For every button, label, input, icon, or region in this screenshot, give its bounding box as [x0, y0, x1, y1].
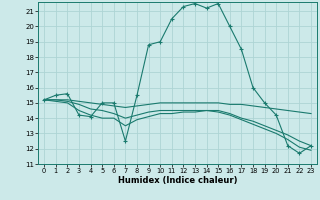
X-axis label: Humidex (Indice chaleur): Humidex (Indice chaleur): [118, 176, 237, 185]
